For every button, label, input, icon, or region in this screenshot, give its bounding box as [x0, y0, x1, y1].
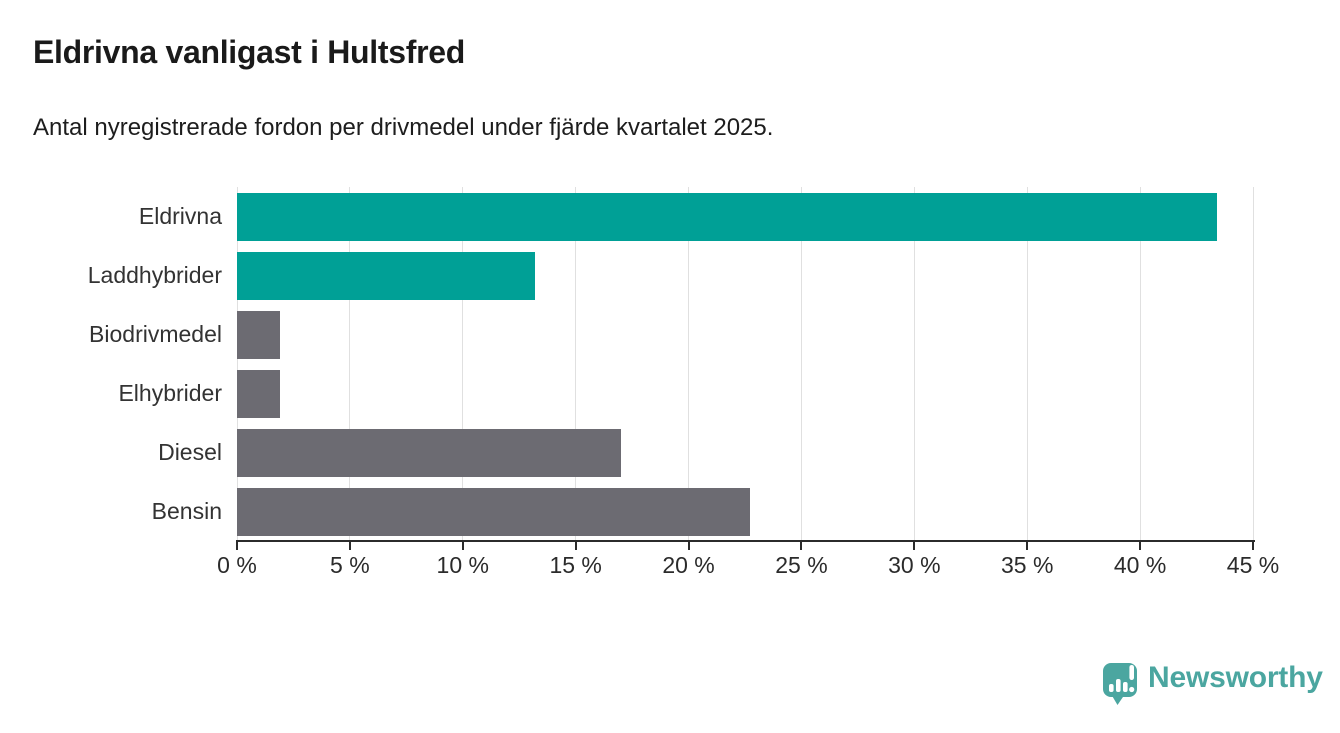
x-tick-label: 5 % [330, 552, 370, 578]
x-tick-label: 45 % [1226, 552, 1280, 578]
x-axis-tick [1139, 542, 1142, 550]
x-axis-tick [236, 542, 238, 550]
x-axis-tick [800, 542, 803, 550]
plot-area [236, 187, 1254, 541]
x-axis-tick [687, 542, 690, 550]
gridline [575, 187, 577, 541]
gridline [462, 187, 464, 541]
x-tick-label: 0 % [217, 552, 257, 578]
gridline [349, 187, 351, 541]
brand-name: Newsworthy [1148, 661, 1323, 694]
gridline [1252, 187, 1254, 541]
gridline [913, 187, 915, 541]
gridline [688, 187, 690, 541]
category-label: Eldrivna [138, 203, 222, 229]
bar-elhybrider [237, 369, 280, 418]
y-axis-category-labels: Eldrivna Laddhybrider Biodrivmedel Elhybrid… [0, 187, 222, 541]
category-label: Biodrivmedel [89, 321, 222, 347]
gridline [1139, 187, 1141, 541]
chart-subtitle: Antal nyregistrerade fordon per drivmede… [33, 114, 774, 141]
x-tick-label: 40 % [1113, 552, 1167, 578]
x-axis-tick [1252, 542, 1254, 550]
x-tick-label: 25 % [775, 552, 828, 578]
chart-title: Eldrivna vanligast i Hultsfred [33, 34, 466, 70]
x-axis-tick [1026, 542, 1029, 550]
x-tick-label: 20 % [662, 552, 715, 578]
bar-bensin [237, 487, 750, 536]
category-label: Diesel [158, 439, 222, 465]
bar-eldrivna [237, 192, 1217, 241]
category-label: Elhybrider [118, 380, 222, 406]
x-axis-tick [574, 542, 577, 550]
x-tick-label: 30 % [888, 552, 941, 578]
gridline [236, 187, 238, 541]
category-label: Laddhybrider [87, 262, 222, 288]
x-tick-label: 35 % [1001, 552, 1054, 578]
x-axis-tick [913, 542, 916, 550]
newsworthy-logo: Newsworthy [1102, 659, 1323, 709]
category-label: Bensin [151, 498, 222, 524]
x-tick-label: 15 % [549, 552, 602, 578]
x-axis-tick [461, 542, 464, 550]
x-axis-line [236, 540, 1255, 542]
bar-laddhybrider [237, 251, 536, 300]
bar-diesel [237, 428, 621, 477]
gridline [800, 187, 802, 541]
bar-chart-speech-bubble-icon [1103, 663, 1137, 705]
gridline [1026, 187, 1028, 541]
bar-biodrivmedel [237, 310, 280, 359]
x-tick-label: 10 % [436, 552, 489, 578]
x-axis-tick [348, 542, 351, 550]
